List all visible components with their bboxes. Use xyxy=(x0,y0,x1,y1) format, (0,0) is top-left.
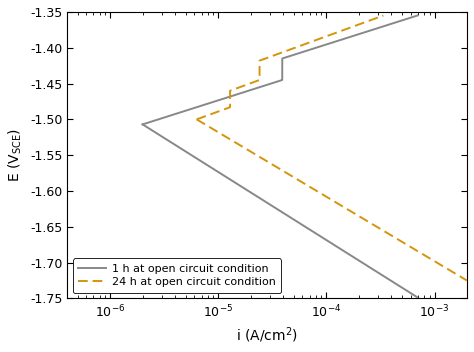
1 h at open circuit condition xyxy=(279,58,285,62)
1 h at open circuit condition xyxy=(330,40,336,45)
1 h at open circuit condition xyxy=(201,103,206,107)
24 h at open circuit condition xyxy=(194,117,200,121)
24 h at open circuit condition xyxy=(257,70,263,75)
24 h at open circuit condition xyxy=(310,39,316,43)
Line: 1 h at open circuit condition: 1 h at open circuit condition xyxy=(143,15,418,124)
1 h at open circuit condition xyxy=(415,13,420,18)
Y-axis label: E (V$_\mathrm{SCE}$): E (V$_\mathrm{SCE}$) xyxy=(7,128,24,182)
24 h at open circuit condition xyxy=(227,99,233,103)
1 h at open circuit condition xyxy=(228,94,234,99)
1 h at open circuit condition xyxy=(301,50,307,54)
24 h at open circuit condition xyxy=(286,48,292,52)
X-axis label: i (A/cm$^2$): i (A/cm$^2$) xyxy=(236,326,298,345)
Legend: 1 h at open circuit condition, 24 h at open circuit condition: 1 h at open circuit condition, 24 h at o… xyxy=(73,258,281,293)
1 h at open circuit condition xyxy=(140,122,146,126)
24 h at open circuit condition xyxy=(381,13,386,18)
Line: 24 h at open circuit condition: 24 h at open circuit condition xyxy=(197,15,383,119)
24 h at open circuit condition xyxy=(227,90,233,95)
1 h at open circuit condition xyxy=(279,73,285,77)
24 h at open circuit condition xyxy=(264,56,269,60)
